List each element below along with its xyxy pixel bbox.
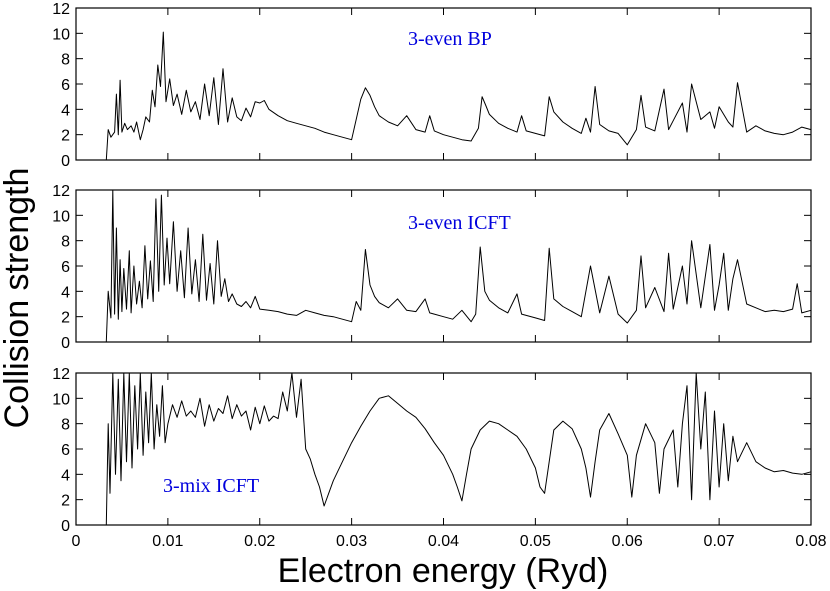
x-tick-label-6: 0.06 [612, 533, 643, 550]
y-axis-title: Collision strength [0, 168, 36, 429]
x-ticks-top [75, 8, 812, 160]
y-tick-label-top: 2 [61, 128, 70, 145]
y-tick-label-middle: 12 [52, 183, 70, 200]
panel-3-even-bp: 0 2 4 6 8 10 12 3-even BP [52, 1, 812, 170]
series-line-3-even-icft [105, 189, 812, 343]
y-tick-label-bottom: 12 [52, 366, 70, 383]
y-ticks-top: 0 2 4 6 8 10 12 [52, 1, 811, 170]
y-tick-label-middle: 4 [61, 284, 70, 301]
x-tick-label-8: 0.08 [795, 533, 826, 550]
y-ticks-middle: 0 2 4 6 8 10 12 [52, 183, 811, 352]
y-tick-label-top: 6 [61, 77, 70, 94]
y-tick-label-top: 0 [61, 153, 70, 170]
x-tick-label-2: 0.02 [244, 533, 275, 550]
series-line-3-mix-icft [105, 372, 812, 526]
y-ticks-bottom: 0 2 4 6 8 10 12 [52, 366, 811, 535]
y-tick-label-top: 8 [61, 52, 70, 69]
panel-3-even-icft: 0 2 4 6 8 10 12 3-even ICFT [52, 183, 812, 352]
y-tick-label-bottom: 8 [61, 417, 70, 434]
x-tick-label-4: 0.04 [428, 533, 459, 550]
x-ticks-bottom: 0 0.01 0.02 0.03 0.04 0.05 0.06 0.07 0.08 [72, 373, 827, 550]
y-tick-label-middle: 2 [61, 310, 70, 327]
panel-label-middle: 3-even ICFT [408, 212, 511, 234]
y-tick-label-bottom: 0 [61, 518, 70, 535]
x-tick-label-1: 0.01 [152, 533, 183, 550]
x-tick-label-0: 0 [72, 533, 81, 550]
series-line-3-even-bp [105, 31, 812, 161]
y-tick-label-middle: 8 [61, 234, 70, 251]
y-tick-label-middle: 10 [52, 208, 70, 225]
y-tick-label-bottom: 4 [61, 467, 70, 484]
x-axis-title: Electron energy (Ryd) [278, 552, 609, 590]
x-ticks-middle [75, 190, 812, 342]
y-tick-label-middle: 0 [61, 335, 70, 352]
y-tick-label-bottom: 2 [61, 493, 70, 510]
x-tick-label-7: 0.07 [704, 533, 735, 550]
y-tick-label-bottom: 10 [52, 391, 70, 408]
y-tick-label-middle: 6 [61, 259, 70, 276]
x-tick-label-3: 0.03 [336, 533, 367, 550]
y-tick-label-top: 12 [52, 1, 70, 18]
y-tick-label-top: 10 [52, 26, 70, 43]
x-tick-label-5: 0.05 [520, 533, 551, 550]
panel-label-top: 3-even BP [408, 28, 492, 50]
y-tick-label-top: 4 [61, 102, 70, 119]
panel-label-bottom: 3-mix ICFT [163, 475, 259, 497]
y-tick-label-bottom: 6 [61, 442, 70, 459]
